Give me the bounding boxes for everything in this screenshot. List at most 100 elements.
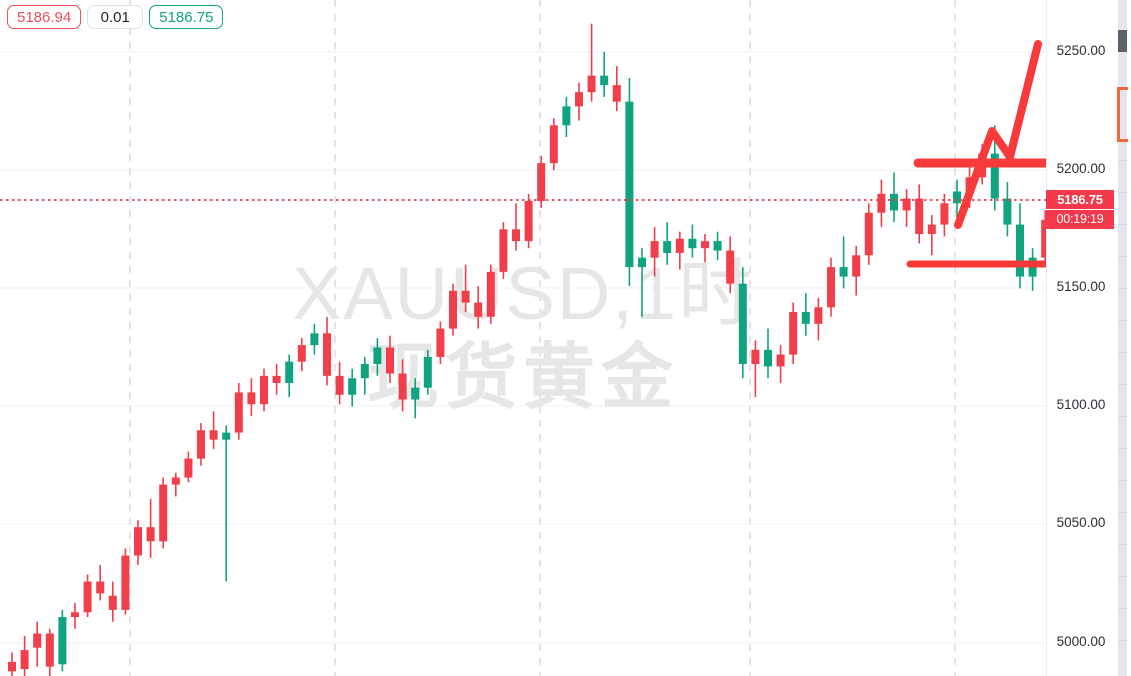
candle-body: [159, 484, 168, 542]
current-price-line: [0, 199, 1046, 201]
candle-body: [940, 203, 949, 225]
candle-body: [927, 224, 936, 235]
candle-body: [449, 290, 457, 329]
rail-tick: [1118, 416, 1127, 417]
candle-body: [562, 106, 571, 126]
candle-body: [814, 307, 823, 324]
candle-body: [474, 302, 483, 317]
candle-body: [751, 349, 760, 365]
rail-tick: [1118, 640, 1127, 641]
candle-body: [486, 271, 495, 317]
candle-body: [537, 163, 546, 201]
candle-body: [436, 328, 445, 357]
candle-body: [764, 349, 772, 367]
candle-body: [549, 125, 558, 164]
candle-body: [776, 354, 785, 367]
candle-body: [499, 229, 508, 272]
candle-body: [877, 193, 886, 213]
rail-range-bracket-icon[interactable]: [1117, 87, 1128, 142]
candle-body: [789, 312, 798, 355]
candle-body: [953, 191, 961, 204]
candle-body: [852, 255, 861, 277]
candle-body: [801, 312, 810, 324]
candle-body: [411, 387, 420, 400]
candle-body: [272, 375, 281, 383]
rail-tick: [1118, 608, 1127, 609]
candle-body: [96, 581, 105, 594]
rail-tick: [1118, 320, 1127, 321]
candle-body: [902, 198, 911, 211]
candle-body: [146, 527, 155, 542]
candle-body: [58, 616, 67, 665]
bar-countdown-timer: 00:19:19: [1056, 212, 1104, 226]
candle-body: [33, 633, 42, 648]
candle-body: [335, 375, 344, 395]
price-axis-tick: 5100.00: [1056, 397, 1106, 412]
candle-body: [612, 85, 621, 102]
candle-body: [839, 267, 848, 277]
rail-tick: [1118, 160, 1127, 161]
candle-body: [108, 595, 117, 610]
spread-pill[interactable]: 0.01: [87, 5, 144, 29]
candle-body: [423, 356, 432, 388]
rail-track[interactable]: [1118, 0, 1127, 676]
candle-body: [726, 250, 735, 284]
candle-body: [512, 229, 520, 242]
rail-tick: [1118, 192, 1127, 193]
rail-tick: [1118, 448, 1127, 449]
candle-body: [675, 238, 684, 253]
candle-body: [247, 392, 256, 405]
candle-body: [260, 375, 268, 405]
projection-path: [954, 40, 1042, 229]
rail-tick: [1118, 256, 1127, 257]
candle-body: [297, 345, 306, 362]
rail-scroll-handle[interactable]: [1118, 30, 1127, 52]
chart-grid: [0, 0, 1046, 676]
price-axis-tick: 5050.00: [1056, 515, 1106, 530]
candle-body: [197, 430, 205, 459]
ask-price-pill[interactable]: 5186.75: [149, 5, 224, 29]
rail-tick: [1118, 288, 1127, 289]
candle-body: [990, 153, 999, 199]
candle-body: [20, 650, 29, 670]
candle-body: [310, 333, 319, 346]
bid-price-pill[interactable]: 5186.94: [7, 5, 82, 29]
candle-body: [83, 581, 92, 613]
candle-body: [1003, 198, 1012, 225]
candle-body: [638, 257, 646, 268]
candle-body: [171, 477, 180, 485]
candle-body: [1016, 224, 1024, 277]
quote-bar: 5186.94 0.01 5186.75: [7, 5, 224, 29]
price-axis-tick: 5150.00: [1056, 279, 1106, 294]
candle-body: [71, 612, 79, 617]
price-axis-tick: 5250.00: [1056, 43, 1106, 58]
candle-body: [285, 361, 294, 383]
candle-body: [701, 241, 709, 249]
right-scroll-rail[interactable]: [1114, 0, 1131, 676]
candle-body: [121, 555, 130, 610]
candle-body: [663, 241, 672, 253]
candle-body: [915, 198, 924, 235]
candle-body: [827, 267, 835, 308]
rail-tick: [1118, 512, 1127, 513]
candle-body: [864, 212, 873, 256]
candle-body: [738, 283, 747, 365]
candle-body: [323, 333, 331, 376]
candle-body: [222, 432, 231, 440]
price-axis[interactable]: 5250.00 5200.00 5150.00 5100.00 5050.00 5000.…: [1046, 0, 1115, 676]
candle-body: [234, 392, 243, 433]
candle-body: [890, 193, 898, 211]
candle-body: [8, 661, 16, 672]
candle-body: [713, 241, 722, 251]
candle-body: [600, 75, 609, 86]
candle-body: [348, 378, 357, 395]
candle-body: [575, 92, 583, 107]
candle-body: [625, 101, 634, 268]
candle-body: [184, 458, 193, 478]
candle-body: [688, 238, 697, 249]
candle-body: [1041, 219, 1046, 258]
rail-tick: [1118, 352, 1127, 353]
candle-body: [524, 200, 533, 242]
